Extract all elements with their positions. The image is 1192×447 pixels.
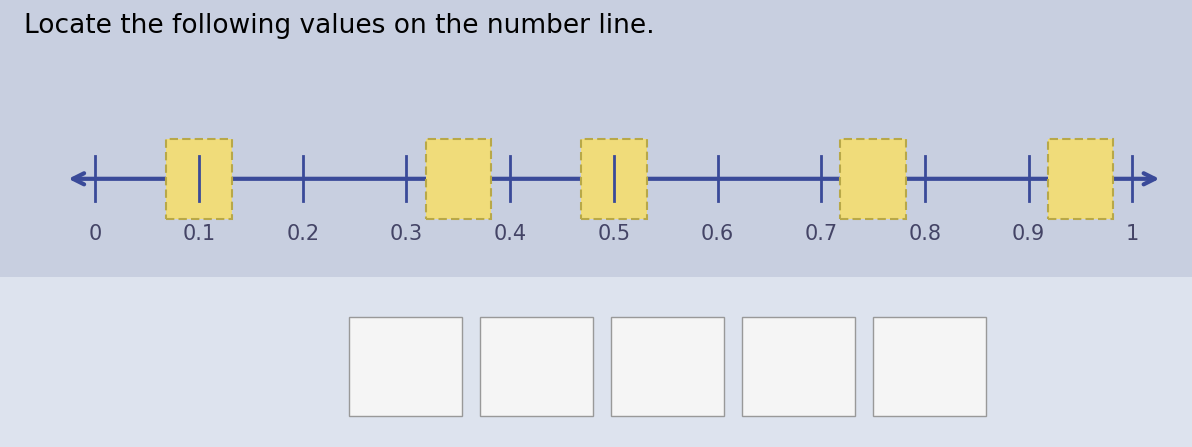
Bar [349, 317, 462, 416]
Text: 0.1: 0.1 [182, 224, 216, 244]
Text: 0.5: 0.5 [597, 224, 631, 244]
Bar [0, 0, 1192, 277]
Bar [0, 277, 1192, 447]
Bar [167, 139, 231, 219]
Bar [741, 317, 856, 416]
Text: ::: :: [627, 358, 638, 375]
Text: $\dfrac{3}{4}$: $\dfrac{3}{4}$ [410, 345, 424, 388]
Text: 0.2: 0.2 [286, 224, 319, 244]
Bar [611, 317, 725, 416]
Text: 0.7: 0.7 [805, 224, 838, 244]
Text: ::: :: [889, 358, 900, 375]
Bar [479, 317, 594, 416]
Bar [426, 139, 491, 219]
Text: 0.95: 0.95 [529, 357, 572, 376]
Text: Locate the following values on the number line.: Locate the following values on the numbe… [24, 13, 654, 39]
Text: 0.9: 0.9 [1012, 224, 1045, 244]
Text: ::: :: [365, 358, 375, 375]
Text: 0: 0 [88, 224, 103, 244]
Text: ::: :: [496, 358, 507, 375]
Text: 0.6: 0.6 [701, 224, 734, 244]
Text: 0.8: 0.8 [908, 224, 942, 244]
Bar [873, 317, 987, 416]
Bar [840, 139, 906, 219]
Text: 1: 1 [1125, 224, 1140, 244]
Text: 0.4: 0.4 [493, 224, 527, 244]
Bar [582, 139, 646, 219]
Text: $\dfrac{10}{20}$: $\dfrac{10}{20}$ [927, 345, 956, 388]
Text: 10%: 10% [660, 357, 703, 376]
Text: 35%: 35% [791, 357, 834, 376]
Text: ::: :: [758, 358, 769, 375]
Text: 0.3: 0.3 [390, 224, 423, 244]
Bar [1048, 139, 1113, 219]
